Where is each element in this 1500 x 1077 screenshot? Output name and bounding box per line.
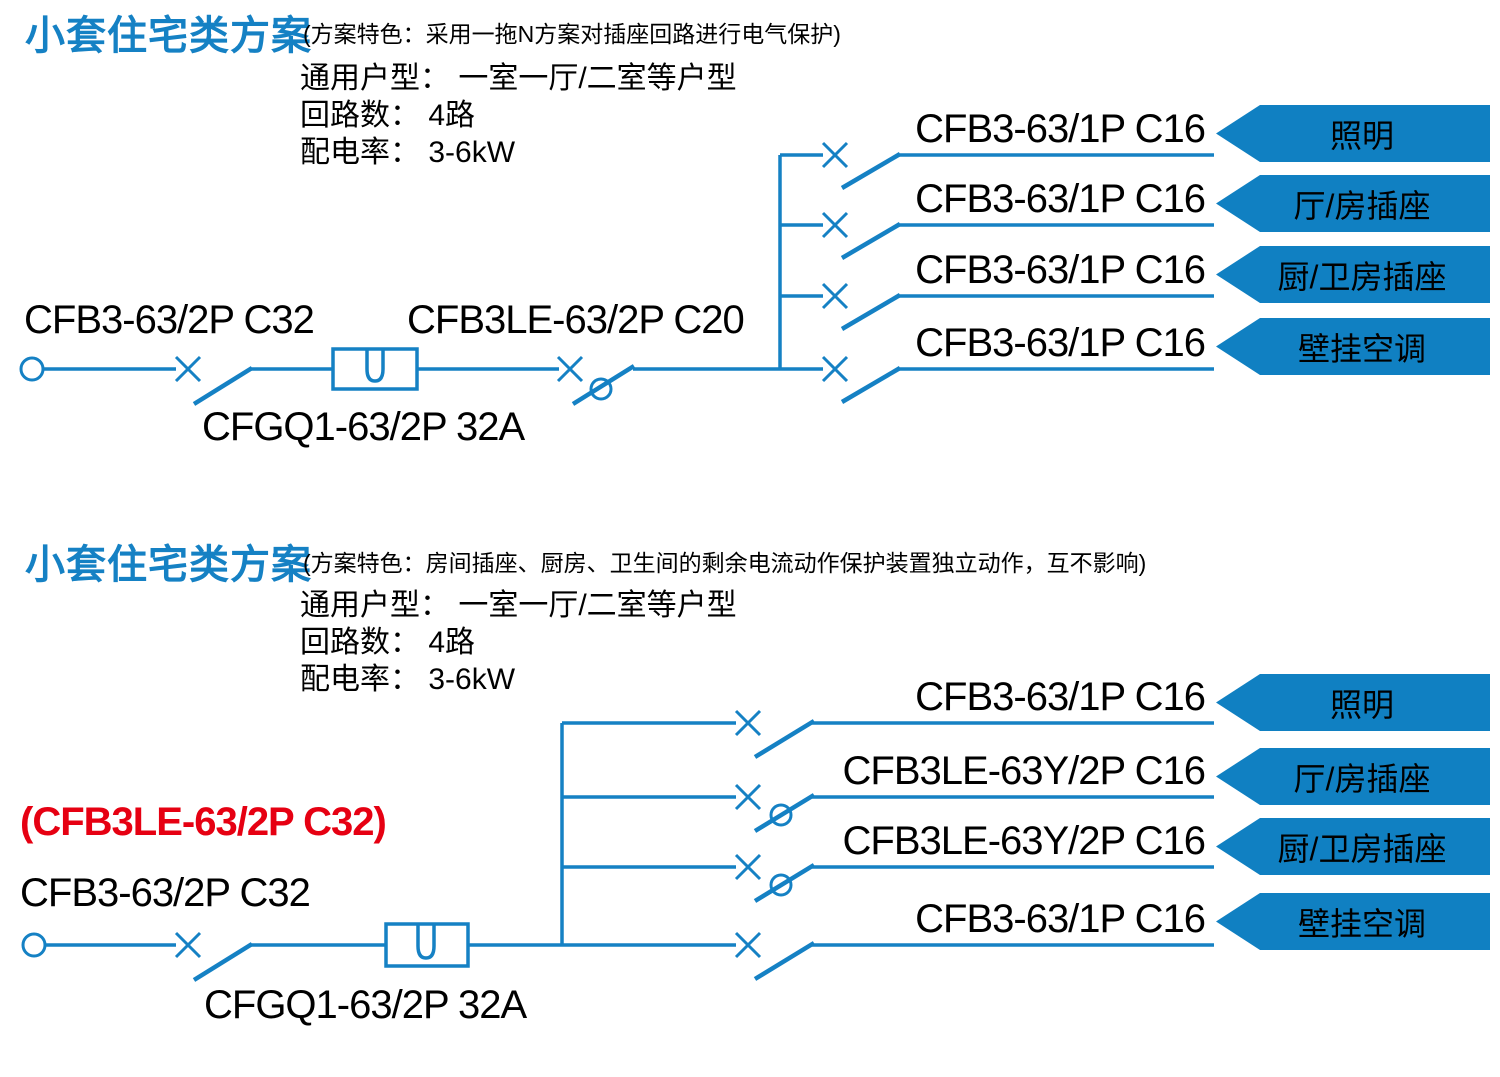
- s1-supply-terminal-icon: [19, 356, 45, 382]
- s2-branch4-breaker-label: CFB3-63/1P C16: [915, 897, 1206, 941]
- s1-branch3-breaker-icon: [780, 282, 1214, 331]
- s1-load-badge-lighting: 照明: [1216, 105, 1490, 162]
- s1-branch1-breaker-label: CFB3-63/1P C16: [915, 107, 1206, 151]
- s2-branch1-breaker-label: CFB3-63/1P C16: [915, 675, 1206, 719]
- s1-subtitle: (方案特色：采用一拖N方案对插座回路进行电气保护): [303, 21, 841, 47]
- s2-branch2-breaker-label: CFB3LE-63Y/2P C16: [842, 749, 1206, 793]
- s1-incoming-breaker-label: CFB3-63/2P C32: [24, 298, 315, 342]
- s2-load-badge-living-room-sockets: 厅/房插座: [1216, 748, 1490, 805]
- s2-alt-incoming-breaker-label: (CFB3LE-63/2P C32): [20, 800, 387, 844]
- s2-load-badge-kitchen-bath-sockets: 厨/卫房插座: [1216, 818, 1490, 875]
- s2-supply-terminal-icon: [21, 932, 47, 958]
- s1-title: 小套住宅类方案: [25, 14, 312, 58]
- s2-info-power-rating: 配电率： 3-6kW: [300, 663, 516, 696]
- s2-branch2-rcbo-icon: [562, 783, 1214, 833]
- s1-load-badge-wall-ac: 壁挂空调: [1216, 318, 1490, 375]
- s2-subtitle: (方案特色：房间插座、厨房、卫生间的剩余电流动作保护装置独立动作，互不影响): [303, 550, 1147, 576]
- s1-info-circuit-count: 回路数： 4路: [300, 99, 476, 132]
- s1-branch3-breaker-label: CFB3-63/1P C16: [915, 248, 1206, 292]
- s2-branch1-breaker-icon: [562, 709, 1214, 759]
- s2-branch4-breaker-icon: [562, 931, 1214, 981]
- s1-recloser-label: CFGQ1-63/2P 32A: [202, 405, 525, 449]
- s1-load-badge-living-room-sockets: 厅/房插座: [1216, 175, 1490, 232]
- s1-main-rcbo-label: CFB3LE-63/2P C20: [407, 298, 745, 342]
- s1-branch2-breaker-icon: [780, 211, 1214, 260]
- s1-branch4-breaker-label: CFB3-63/1P C16: [915, 321, 1206, 365]
- s2-main-breaker-icon: [174, 931, 254, 982]
- s1-load-badge-kitchen-bath-sockets: 厨/卫房插座: [1216, 246, 1490, 303]
- s1-branch1-breaker-icon: [780, 141, 1214, 190]
- s2-branch3-rcbo-icon: [562, 853, 1214, 903]
- s2-title: 小套住宅类方案: [25, 543, 312, 587]
- s2-info-circuit-count: 回路数： 4路: [300, 626, 476, 659]
- s2-branch3-breaker-label: CFB3LE-63Y/2P C16: [842, 819, 1206, 863]
- s1-recloser-icon: [331, 347, 419, 391]
- s1-info-house-type: 通用户型： 一室一厅/二室等户型: [300, 62, 737, 95]
- s1-main-breaker-icon: [174, 355, 254, 406]
- s1-branch4-breaker-icon: [780, 355, 1214, 404]
- s2-recloser-icon: [384, 922, 470, 968]
- s2-load-badge-lighting: 照明: [1216, 674, 1490, 731]
- s2-load-badge-wall-ac: 壁挂空调: [1216, 893, 1490, 950]
- s2-recloser-label: CFGQ1-63/2P 32A: [204, 983, 527, 1027]
- s1-branch2-breaker-label: CFB3-63/1P C16: [915, 177, 1206, 221]
- s1-info-power-rating: 配电率： 3-6kW: [300, 136, 516, 169]
- s2-incoming-breaker-label: CFB3-63/2P C32: [20, 871, 311, 915]
- s2-info-house-type: 通用户型： 一室一厅/二室等户型: [300, 589, 737, 622]
- s1-main-rcbo-icon: [556, 355, 636, 406]
